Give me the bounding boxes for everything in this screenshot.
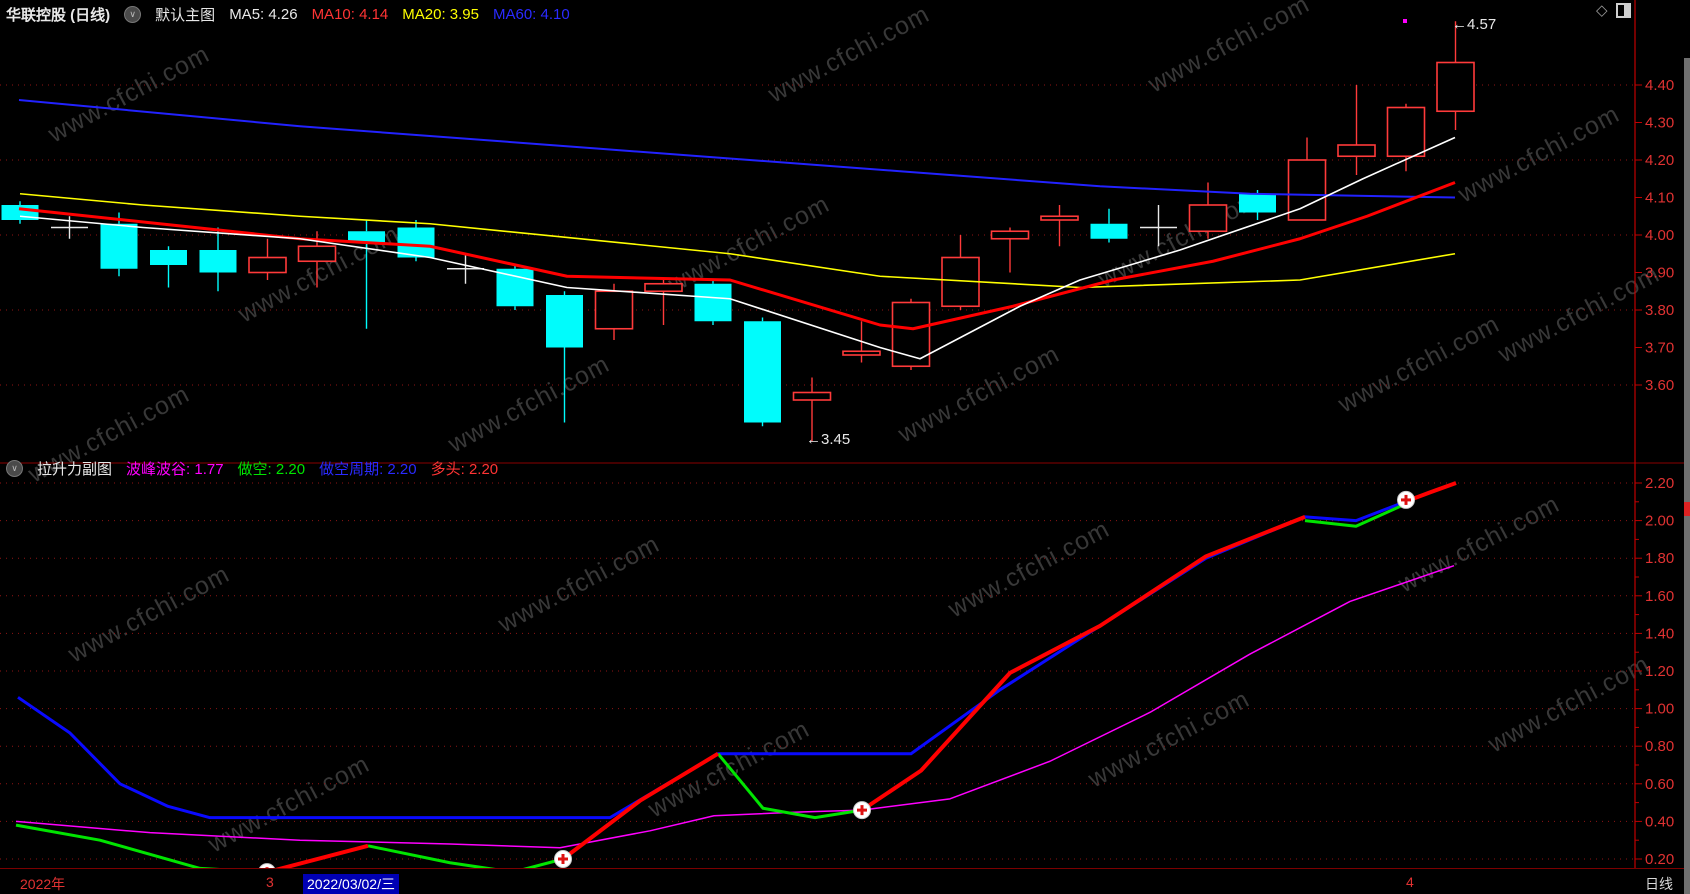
indicator-title[interactable]: 拉升力副图 bbox=[37, 461, 113, 478]
month-label-march: 3 bbox=[266, 874, 274, 890]
main-chart-header: 华联控股 (日线) ∨ 默认主图 MA5: 4.26 MA10: 4.14 MA… bbox=[6, 4, 570, 25]
year-label: 2022年 bbox=[20, 876, 66, 892]
scrollbar[interactable] bbox=[1684, 58, 1690, 894]
svg-text:0.60: 0.60 bbox=[1645, 776, 1674, 793]
magenta-dot-marker bbox=[1403, 19, 1407, 23]
svg-text:4.30: 4.30 bbox=[1645, 115, 1674, 132]
svg-text:0.80: 0.80 bbox=[1645, 738, 1674, 755]
svg-text:3.80: 3.80 bbox=[1645, 302, 1674, 319]
svg-text:3.60: 3.60 bbox=[1645, 377, 1674, 394]
svg-text:3.90: 3.90 bbox=[1645, 265, 1674, 282]
chevron-down-icon[interactable]: ∨ bbox=[6, 460, 23, 477]
svg-text:2.00: 2.00 bbox=[1645, 513, 1674, 530]
low-price-annotation: ←3.45 bbox=[806, 431, 851, 448]
corner-controls: ◇ bbox=[1596, 3, 1631, 18]
svg-text:4.00: 4.00 bbox=[1645, 227, 1674, 244]
svg-text:2.20: 2.20 bbox=[1645, 475, 1674, 492]
ma10-value: MA10: 4.14 bbox=[311, 6, 389, 23]
overlay-selector[interactable]: 默认主图 bbox=[155, 7, 216, 24]
svg-text:4.20: 4.20 bbox=[1645, 152, 1674, 169]
month-label-april: 4 bbox=[1406, 874, 1414, 890]
svg-text:1.00: 1.00 bbox=[1645, 701, 1674, 718]
sub-chart-header: ∨ 拉升力副图 波峰波谷: 1.77 做空: 2.20 做空周期: 2.20 多… bbox=[6, 458, 498, 479]
ma5-value: MA5: 4.26 bbox=[229, 6, 298, 23]
ma20-value: MA20: 3.95 bbox=[402, 6, 479, 23]
svg-text:3.70: 3.70 bbox=[1645, 340, 1674, 357]
svg-text:0.40: 0.40 bbox=[1645, 813, 1674, 830]
ma60-value: MA60: 4.10 bbox=[493, 6, 570, 23]
wave-value: 波峰波谷: 1.77 bbox=[126, 461, 224, 478]
svg-text:1.60: 1.60 bbox=[1645, 588, 1674, 605]
time-axis-bar: 2022年 3 2022/03/02/三 4 日线 bbox=[0, 868, 1690, 894]
svg-text:0.20: 0.20 bbox=[1645, 851, 1674, 868]
selected-date-chip[interactable]: 2022/03/02/三 bbox=[303, 874, 399, 894]
chevron-down-icon[interactable]: ∨ bbox=[124, 6, 142, 23]
svg-text:1.20: 1.20 bbox=[1645, 663, 1674, 680]
svg-text:1.80: 1.80 bbox=[1645, 550, 1674, 567]
period-selector[interactable]: 日线 bbox=[1645, 876, 1673, 892]
svg-text:4.40: 4.40 bbox=[1645, 77, 1674, 94]
symbol-title: 华联控股 (日线) bbox=[6, 7, 111, 24]
short-value: 做空: 2.20 bbox=[237, 461, 306, 478]
scrollbar-thumb[interactable] bbox=[1684, 502, 1690, 516]
svg-text:1.40: 1.40 bbox=[1645, 625, 1674, 642]
long-value: 多头: 2.20 bbox=[430, 461, 499, 478]
split-panel-icon[interactable] bbox=[1615, 3, 1631, 18]
svg-text:4.10: 4.10 bbox=[1645, 190, 1674, 207]
short-cycle-value: 做空周期: 2.20 bbox=[319, 461, 417, 478]
high-price-annotation: ←4.57 bbox=[1452, 16, 1497, 33]
diamond-icon[interactable]: ◇ bbox=[1596, 1, 1608, 19]
